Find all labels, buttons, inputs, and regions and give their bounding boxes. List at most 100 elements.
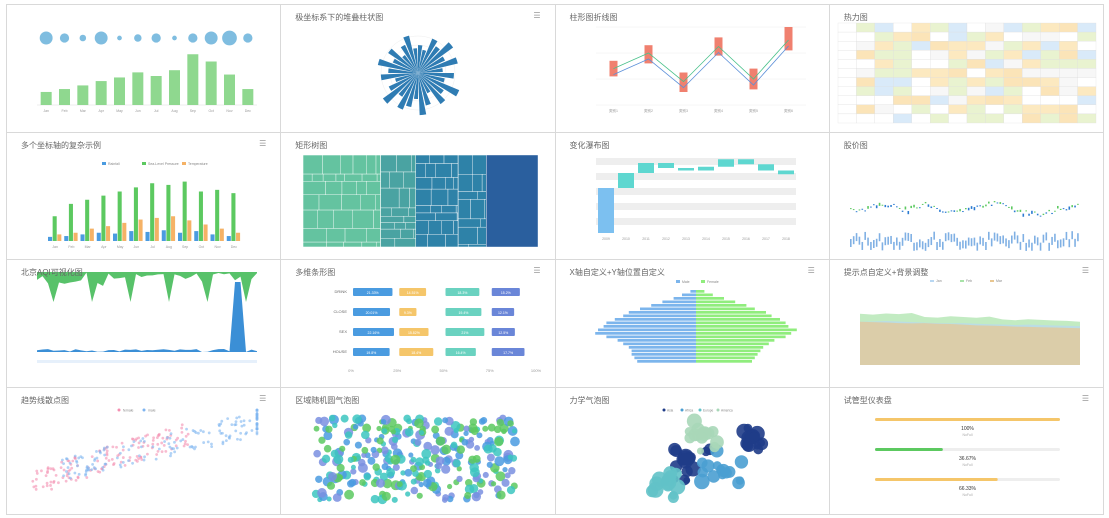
heat-cell xyxy=(948,95,967,105)
heat-cell xyxy=(1003,113,1023,124)
heat-cell xyxy=(892,95,912,105)
tick-label: 类别4 xyxy=(714,108,723,113)
heat-cell xyxy=(966,31,986,42)
tick-label: Oct xyxy=(208,109,213,113)
heat-cell xyxy=(1077,31,1096,42)
scatter-point xyxy=(182,444,186,447)
heat-cell xyxy=(856,41,875,51)
candle xyxy=(1059,208,1062,210)
scatter-point xyxy=(240,424,244,427)
chart-title: X轴自定义+Y轴位置自定义 xyxy=(569,268,665,277)
bubble xyxy=(645,484,658,497)
polar-bar xyxy=(418,57,459,73)
bubble xyxy=(204,31,218,45)
tick-label: 25% xyxy=(393,368,401,373)
heat-cell xyxy=(892,86,912,96)
polar-bar xyxy=(418,73,427,116)
bar xyxy=(695,321,786,325)
heat-cell xyxy=(856,86,875,96)
volume-bar xyxy=(1062,237,1065,246)
scatter-point xyxy=(255,411,259,415)
scatter-point xyxy=(179,439,183,442)
menu-icon[interactable]: ☰ xyxy=(259,138,267,148)
candle xyxy=(950,209,952,211)
bubble xyxy=(456,475,463,482)
heat-cell xyxy=(837,68,857,78)
volume-bar xyxy=(878,232,881,241)
bubble xyxy=(313,449,322,458)
scatter-point xyxy=(94,466,98,470)
heat-cell xyxy=(874,41,894,51)
volume-bar xyxy=(924,242,927,251)
bar xyxy=(122,222,127,241)
bubble xyxy=(501,478,510,487)
bubble xyxy=(79,34,87,42)
bubble xyxy=(355,441,363,449)
chart-canvas: Jan Feb Mar Apr May Jun Jul Aug Sep Oct Nov Dec xyxy=(37,30,257,113)
bubble xyxy=(731,476,745,489)
scatter-point xyxy=(101,465,105,469)
menu-icon[interactable]: ☰ xyxy=(1081,266,1089,275)
candle xyxy=(907,210,909,214)
bubble xyxy=(423,469,433,478)
data-label: 12.5% xyxy=(499,331,509,335)
menu-icon[interactable]: ☰ xyxy=(807,266,815,275)
category-label: SEX xyxy=(339,329,347,334)
bubble xyxy=(350,467,357,475)
scatter-point xyxy=(79,454,83,458)
band xyxy=(595,217,796,225)
heat-cell xyxy=(1058,68,1078,78)
scatter-point xyxy=(161,436,165,440)
candle xyxy=(858,208,860,210)
bubble xyxy=(479,417,486,425)
scatter-point xyxy=(44,473,48,477)
scatter-point xyxy=(90,454,94,458)
menu-icon[interactable]: ☰ xyxy=(533,11,541,20)
bubble xyxy=(465,484,475,494)
data-label: 18.3% xyxy=(458,291,468,295)
scatter-point xyxy=(255,432,259,435)
bubble xyxy=(693,473,710,489)
scatter-point xyxy=(118,462,122,466)
bubble xyxy=(372,462,381,471)
heat-cell xyxy=(1058,59,1078,69)
menu-icon[interactable]: ☰ xyxy=(259,393,267,403)
legend-label: Jan xyxy=(936,279,942,283)
heat-cell xyxy=(1040,22,1060,33)
polar-bar xyxy=(393,58,419,73)
tick-label: 2009 xyxy=(602,237,610,241)
bar xyxy=(597,187,614,233)
polar-bar xyxy=(381,73,419,81)
legend-swatch xyxy=(142,161,146,165)
series-line xyxy=(612,45,789,89)
tick-label: 2018 xyxy=(782,237,790,241)
scatter-point xyxy=(165,435,169,439)
bar xyxy=(681,293,696,297)
polar-bar xyxy=(418,73,446,83)
volume-bar xyxy=(1065,231,1067,240)
candle xyxy=(936,207,938,209)
scatter-point xyxy=(184,439,187,443)
bubble xyxy=(376,425,382,431)
heat-cell xyxy=(985,77,1004,87)
bar xyxy=(242,89,254,105)
scatter-point xyxy=(191,445,195,449)
menu-icon[interactable]: ☰ xyxy=(533,266,541,275)
bar xyxy=(695,339,774,342)
volume-bar xyxy=(1030,242,1033,251)
bubble xyxy=(344,489,355,500)
heat-cell xyxy=(966,113,986,124)
polar-bar xyxy=(418,49,427,73)
menu-icon[interactable]: ☰ xyxy=(1081,393,1089,403)
heat-cell xyxy=(1058,104,1078,115)
scatter-point xyxy=(105,445,109,449)
volume-bar xyxy=(849,238,852,247)
bar xyxy=(150,182,155,241)
legend-swatch xyxy=(700,280,705,283)
heat-cell xyxy=(911,59,931,69)
bar xyxy=(695,356,755,360)
scatter-point xyxy=(45,481,49,485)
heat-cell xyxy=(1040,104,1060,115)
bubble xyxy=(504,471,511,478)
scatter-point xyxy=(35,471,39,475)
